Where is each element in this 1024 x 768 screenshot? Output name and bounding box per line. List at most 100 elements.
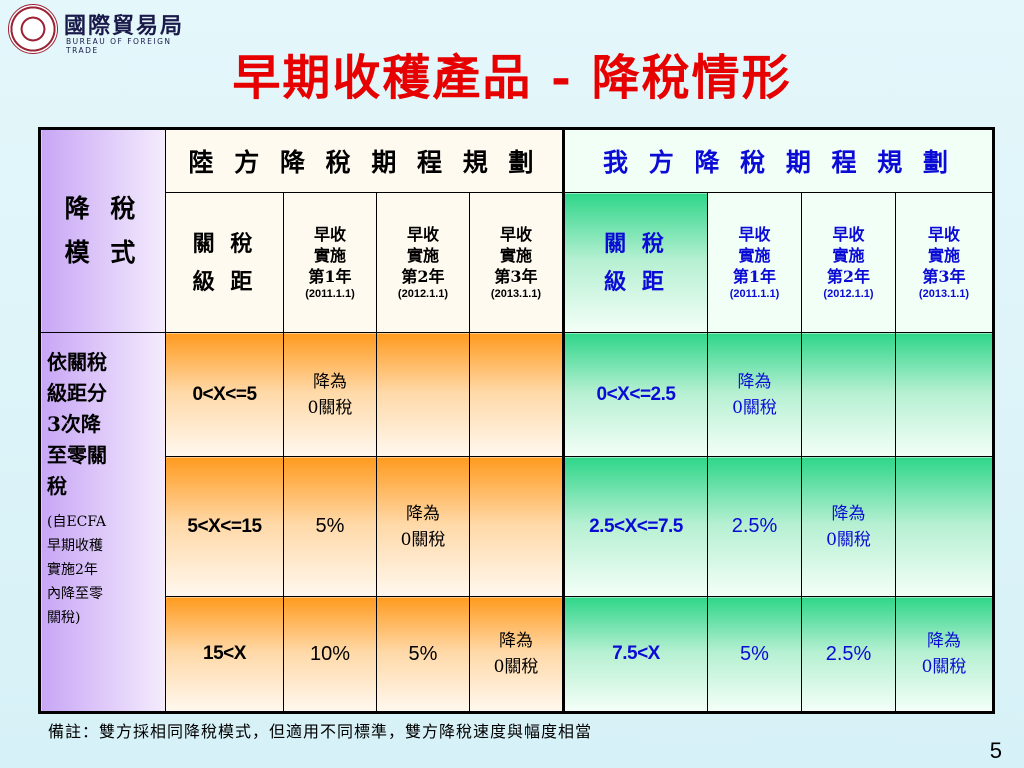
reduction-mode-line2: 模 式: [64, 238, 142, 267]
note-line: 依關稅: [47, 350, 107, 374]
year-label: 早收: [832, 224, 865, 244]
note-small-line: 關稅): [47, 610, 81, 626]
zero-tariff-label: 0關稅: [921, 657, 967, 677]
note-small-line: 內降至零: [47, 586, 103, 602]
slide-title: 早期收穫產品 - 降稅情形: [232, 50, 792, 106]
mainland-row2-year1: 5%: [283, 456, 377, 597]
mainland-range-row3: 15<X: [165, 596, 284, 713]
rate-value: 5%: [315, 515, 345, 537]
zero-tariff-label: 0關稅: [826, 529, 871, 550]
zero-tariff-label: 降為: [313, 371, 347, 392]
note-line: 至零關: [47, 443, 107, 467]
rate-value: 2.5%: [825, 642, 872, 665]
bureau-seal-icon: [8, 4, 58, 54]
mainland-range-row1: 0<X<=5: [165, 332, 284, 457]
range-value: 0<X<=5: [192, 383, 257, 405]
note-line: 3次降: [47, 412, 101, 436]
our-row2-year3: [895, 456, 994, 597]
logo-name-cn: 國際貿易局: [64, 14, 185, 39]
year-label: 早收: [927, 224, 960, 244]
our-year1-header: 早收 實施 第1年 (2011.1.1): [707, 192, 802, 333]
range-value: 5<X<=15: [187, 515, 262, 537]
year-label: 實施: [313, 245, 346, 265]
bureau-logo: 國際貿易局 BUREAU OF FOREIGN TRADE: [8, 4, 198, 55]
our-row3-year3: 降為 0關稅: [895, 596, 994, 713]
mainland-row1-year3: [469, 332, 565, 457]
year-label: 實施: [927, 245, 960, 265]
bracket-label-line1: 關 稅: [604, 230, 668, 257]
our-row2-year2: 降為 0關稅: [801, 456, 896, 597]
year-label: 早收: [499, 224, 532, 244]
note-small-line: 早期收穫: [47, 538, 103, 554]
zero-tariff-label: 0關稅: [732, 397, 777, 418]
zero-tariff-label: 降為: [406, 503, 440, 524]
reduction-mode-line1: 降 稅: [64, 194, 142, 223]
our-row1-year2: [801, 332, 896, 457]
mainland-schedule-title: 陸 方 降 稅 期 程 規 劃: [188, 148, 540, 177]
mainland-range-row2: 5<X<=15: [165, 456, 284, 597]
bracket-label-line1: 關 稅: [192, 230, 257, 257]
our-year2-header: 早收 實施 第2年 (2012.1.1): [801, 192, 896, 333]
year-date: (2012.1.1): [823, 287, 874, 300]
our-row3-year1: 5%: [707, 596, 802, 713]
range-value: 0<X<=2.5: [596, 383, 676, 405]
rate-value: 5%: [740, 642, 769, 665]
mainland-schedule-header: 陸 方 降 稅 期 程 規 劃: [165, 128, 565, 193]
year-label: 早收: [406, 224, 439, 244]
note-line: 級距分: [47, 381, 107, 405]
zero-tariff-label: 0關稅: [493, 657, 539, 677]
range-value: 15<X: [203, 643, 246, 664]
zero-tariff-label: 0關稅: [307, 397, 353, 418]
mainland-row2-year3: [469, 456, 565, 597]
mainland-row3-year1: 10%: [283, 596, 377, 713]
mainland-bracket-header: 關 稅 級 距: [165, 192, 284, 333]
our-row3-year2: 2.5%: [801, 596, 896, 713]
year-date: (2012.1.1): [397, 287, 449, 300]
range-value: 7.5<X: [612, 643, 660, 664]
year-label: 第2年: [401, 266, 445, 286]
mainland-year1-header: 早收 實施 第1年 (2011.1.1): [283, 192, 377, 333]
year-label: 早收: [313, 224, 346, 244]
note-small-line: (自ECFA: [47, 514, 107, 530]
reduction-method-note: 依關稅 級距分 3次降 至零關 稅 (自ECFA 早期收穫 實施2年 內降至零 …: [39, 332, 166, 713]
year-label: 實施: [738, 245, 771, 265]
mainland-year3-header: 早收 實施 第3年 (2013.1.1): [469, 192, 565, 333]
year-date: (2013.1.1): [490, 287, 542, 300]
mainland-row3-year2: 5%: [376, 596, 470, 713]
our-year3-header: 早收 實施 第3年 (2013.1.1): [895, 192, 994, 333]
tariff-reduction-table: 降 稅 模 式 陸 方 降 稅 期 程 規 劃 我 方 降 稅 期 程 規 劃 …: [38, 127, 995, 714]
page-number: 5: [989, 738, 1002, 763]
logo-name-en: BUREAU OF FOREIGN TRADE: [66, 37, 172, 55]
zero-tariff-label: 0關稅: [400, 529, 446, 550]
year-label: 第2年: [826, 266, 871, 286]
zero-tariff-label: 降為: [499, 631, 533, 651]
mainland-row1-year2: [376, 332, 470, 457]
mainland-row1-year1: 降為 0關稅: [283, 332, 377, 457]
our-row1-year3: [895, 332, 994, 457]
year-label: 第3年: [494, 266, 538, 286]
bracket-label-line2: 級 距: [604, 268, 668, 295]
year-label: 實施: [406, 245, 439, 265]
year-label: 早收: [738, 224, 771, 244]
year-label: 第1年: [308, 266, 352, 286]
our-schedule-title: 我 方 降 稅 期 程 規 劃: [603, 148, 954, 177]
year-label: 第1年: [732, 266, 777, 286]
our-row2-year1: 2.5%: [707, 456, 802, 597]
our-bracket-header: 關 稅 級 距: [563, 192, 708, 333]
mainland-row2-year2: 降為 0關稅: [376, 456, 470, 597]
mainland-row3-year3: 降為 0關稅: [469, 596, 565, 713]
year-date: (2011.1.1): [305, 287, 355, 300]
zero-tariff-label: 降為: [737, 371, 772, 392]
zero-tariff-label: 降為: [831, 503, 866, 524]
year-label: 第3年: [922, 266, 966, 286]
our-range-row1: 0<X<=2.5: [563, 332, 708, 457]
year-date: (2011.1.1): [729, 287, 780, 300]
footer-note: 備註：雙方採相同降稅模式，但適用不同標準，雙方降稅速度與幅度相當: [48, 722, 593, 741]
zero-tariff-label: 降為: [927, 631, 961, 651]
bracket-label-line2: 級 距: [192, 268, 257, 295]
rate-value: 2.5%: [731, 515, 778, 537]
rate-value: 5%: [408, 642, 438, 665]
reduction-mode-header: 降 稅 模 式: [39, 128, 166, 333]
our-schedule-header: 我 方 降 稅 期 程 規 劃: [563, 128, 994, 193]
year-label: 實施: [499, 245, 532, 265]
